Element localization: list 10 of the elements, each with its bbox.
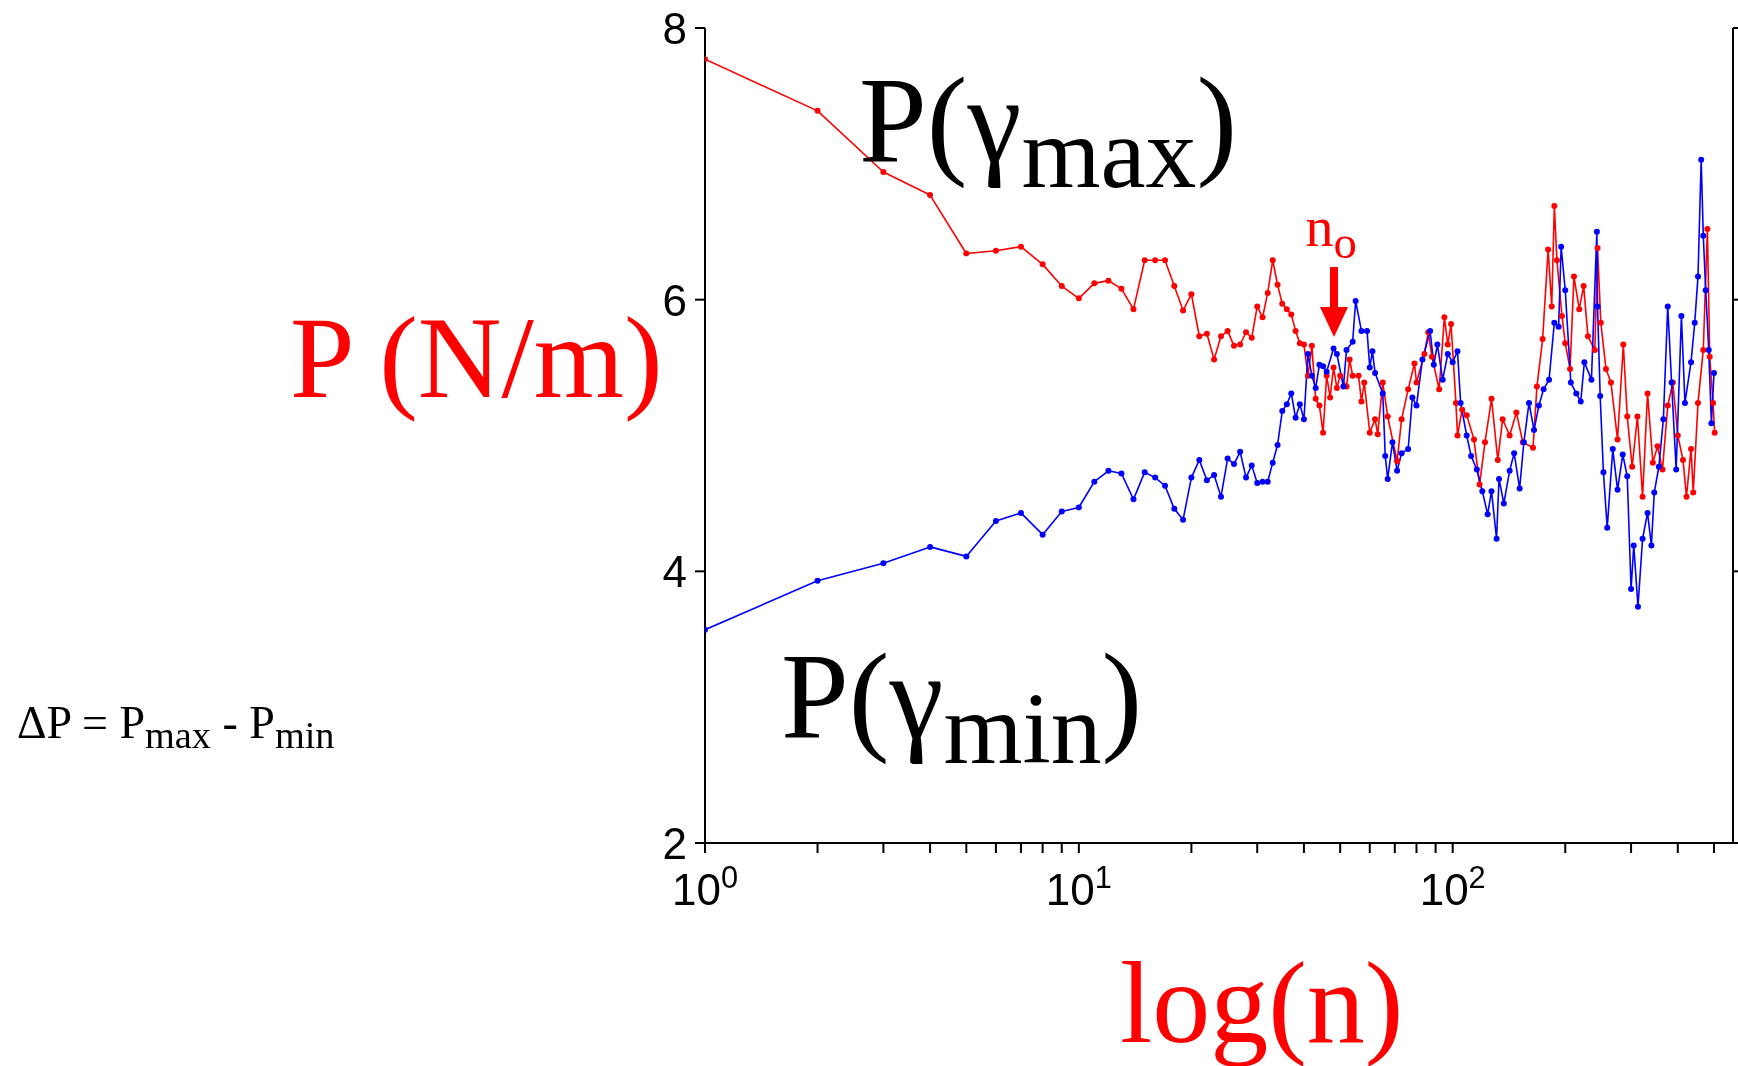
annotation: P(γ$_{min}$)	[781, 629, 1143, 786]
text: ΔP = P$_{max}$ - P$_{min}$	[17, 697, 335, 757]
annotation: P(γ$_{max}$)	[859, 53, 1238, 210]
y-tick-label: 6	[662, 275, 687, 325]
annotation: n$_{o}$	[1305, 195, 1357, 268]
y-axis-title: P (N/m)	[290, 294, 663, 422]
x-tick-label: 10$^{2}$	[1419, 859, 1486, 914]
y-tick-label: 4	[662, 547, 687, 597]
y-tick-label: 8	[662, 4, 687, 53]
x-tick-label: 10$^{1}$	[1045, 859, 1112, 914]
